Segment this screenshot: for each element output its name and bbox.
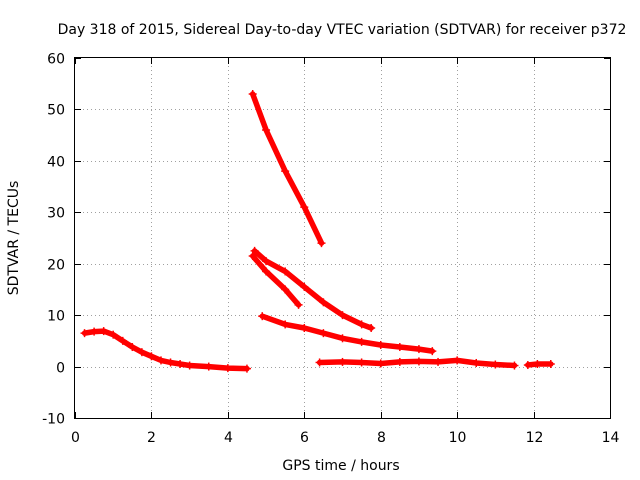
data-point	[223, 364, 232, 373]
data-point	[90, 327, 99, 336]
data-point	[118, 336, 127, 345]
x-tick-label: 14	[602, 430, 620, 446]
data-point	[128, 343, 137, 352]
x-tick-label: 10	[449, 430, 467, 446]
data-point	[376, 340, 385, 349]
data-point	[262, 267, 271, 276]
data-point	[376, 359, 385, 368]
data-point	[281, 267, 290, 276]
data-point	[472, 358, 481, 367]
data-point	[300, 282, 309, 291]
x-tick-label: 12	[526, 430, 544, 446]
y-tick-label: 60	[47, 52, 65, 68]
data-point	[319, 298, 328, 307]
data-point	[338, 357, 347, 366]
data-point	[367, 324, 376, 332]
data-point	[510, 361, 519, 370]
data-point	[523, 361, 532, 370]
x-axis-label: GPS time / hours	[282, 458, 399, 474]
data-point	[137, 348, 146, 357]
data-point	[147, 352, 156, 361]
data-point	[248, 252, 257, 260]
data-point	[300, 203, 309, 212]
data-point	[176, 360, 185, 368]
data-point	[99, 327, 108, 336]
data-point	[281, 285, 290, 294]
x-tick-label: 2	[147, 430, 156, 446]
data-point	[300, 324, 309, 332]
data-point	[248, 90, 257, 98]
data-point	[533, 360, 542, 368]
data-point	[338, 334, 347, 343]
data-point	[258, 312, 267, 321]
data-point	[262, 126, 271, 134]
data-point	[156, 356, 165, 365]
data-point	[434, 357, 443, 366]
plot-frame	[74, 57, 611, 419]
data-point	[294, 300, 303, 309]
y-tick-label: -10	[42, 412, 65, 428]
data-point	[357, 320, 366, 329]
data-point	[281, 167, 290, 176]
data-point	[317, 239, 326, 248]
data-point	[491, 360, 500, 369]
data-point	[80, 329, 89, 338]
data-point	[338, 311, 347, 320]
y-tick-label: 20	[47, 258, 65, 274]
series-segment-5	[259, 313, 436, 354]
x-tick-label: 6	[300, 430, 309, 446]
sdtvar-series	[80, 90, 555, 373]
data-point	[546, 360, 555, 368]
data-point	[319, 329, 328, 338]
series-segment-1	[81, 328, 250, 372]
data-point	[250, 246, 259, 255]
x-tick-label: 0	[71, 430, 80, 446]
data-point	[395, 357, 404, 366]
data-point	[185, 361, 194, 370]
y-tick-label: 50	[47, 103, 65, 119]
data-point	[204, 362, 213, 371]
data-point	[395, 343, 404, 352]
y-tick-label: 10	[47, 309, 65, 325]
series-segment-4	[251, 248, 374, 331]
series-segment-2	[249, 91, 325, 246]
data-point	[414, 345, 423, 354]
data-point	[315, 358, 324, 367]
data-point	[453, 356, 462, 365]
data-point	[166, 358, 175, 367]
axis-ticks: 0 2 4 6 8 10 12 14 -10 0 10 20 30 40 50 60	[42, 52, 619, 447]
series-segment-3	[249, 253, 302, 308]
y-tick-label: 40	[47, 155, 65, 171]
x-tick-label: 8	[377, 430, 386, 446]
data-point	[109, 330, 118, 339]
data-point	[262, 257, 271, 266]
y-tick-label: 30	[47, 206, 65, 222]
data-point	[414, 357, 423, 366]
y-axis-label: SDTVAR / TECUs	[6, 181, 22, 296]
data-point	[357, 337, 366, 346]
data-point	[428, 347, 437, 356]
y-tick-label: 0	[56, 361, 65, 377]
data-point	[357, 358, 366, 367]
chart-title: Day 318 of 2015, Sidereal Day-to-day VTE…	[58, 22, 627, 38]
data-point	[281, 320, 290, 329]
data-point	[242, 364, 251, 373]
x-tick-label: 4	[224, 430, 233, 446]
